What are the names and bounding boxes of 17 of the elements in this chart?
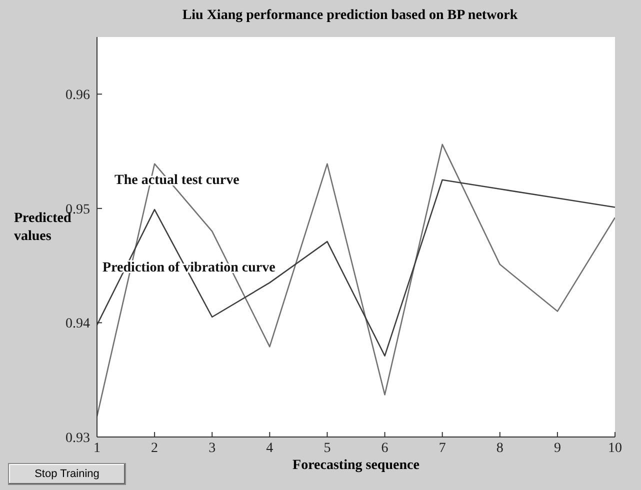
x-tick-label: 9 xyxy=(554,440,561,456)
y-tick-label: 0.93 xyxy=(66,430,90,446)
y-tick-label: 0.96 xyxy=(66,88,90,104)
x-tick-label: 5 xyxy=(324,440,331,456)
x-tick-label: 2 xyxy=(151,440,158,456)
x-tick-label: 1 xyxy=(94,440,100,456)
x-tick-label: 3 xyxy=(208,440,216,456)
x-tick-label: 7 xyxy=(438,440,446,456)
x-axis-title: Forecasting sequence xyxy=(292,458,420,473)
x-tick-label: 6 xyxy=(381,440,388,456)
line-series xyxy=(97,144,615,418)
chart-title: Liu Xiang performance prediction based on BP network xyxy=(181,8,519,24)
x-tick-label: 4 xyxy=(266,440,274,456)
y-tick-label: 0.94 xyxy=(66,316,90,332)
x-tick-label: 10 xyxy=(608,440,622,456)
stop-button: Stop Training xyxy=(8,463,126,485)
x-tick-label: 8 xyxy=(496,440,504,456)
